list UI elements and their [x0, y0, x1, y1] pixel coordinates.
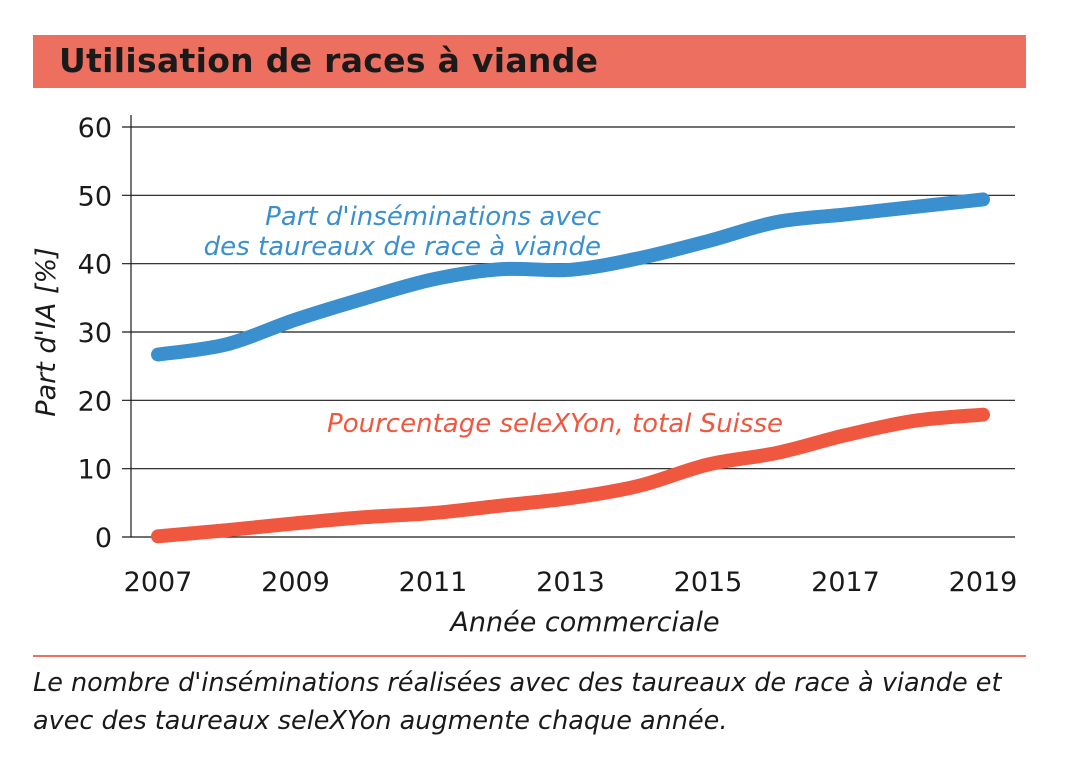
series-line-meat-breeds	[151, 192, 990, 362]
x-tick-label: 2013	[536, 567, 605, 598]
y-axis: 0 10 20 30 40 50 60	[78, 113, 132, 554]
y-tick-label: 40	[78, 250, 112, 281]
x-tick-label: 2007	[124, 567, 193, 598]
caption-divider	[33, 655, 1026, 657]
figure-caption: Le nombre d'inséminations réalisées avec…	[33, 668, 1002, 736]
gridlines	[122, 126, 1015, 538]
y-tick-label: 0	[95, 523, 112, 554]
series-label: des taureaux de race à viande	[204, 232, 601, 262]
series-label: Pourcentage seleXYon, total Suisse	[327, 409, 783, 439]
series-label: Part d'inséminations avec	[265, 202, 601, 232]
y-axis-title: Part d'IA [%]	[31, 247, 62, 416]
x-axis-title: Année commerciale	[448, 607, 719, 638]
x-tick-label: 2017	[811, 567, 880, 598]
y-tick-label: 20	[78, 386, 112, 417]
y-tick-label: 10	[78, 455, 112, 486]
series-line-selexyon	[151, 407, 990, 544]
chart-title-banner: Utilisation de races à viande	[33, 35, 1026, 88]
x-tick-label: 2009	[261, 567, 330, 598]
y-tick-label: 30	[78, 318, 112, 349]
x-tick-label: 2015	[674, 567, 743, 598]
y-tick-label: 50	[78, 181, 112, 212]
x-tick-label: 2011	[399, 567, 468, 598]
x-axis: 2007 2009 2011 2013 2015 2017 2019	[124, 567, 1018, 598]
x-tick-label: 2019	[949, 567, 1018, 598]
y-tick-label: 60	[78, 113, 112, 144]
chart-title: Utilisation de races à viande	[59, 41, 599, 80]
series-lines	[151, 192, 990, 544]
